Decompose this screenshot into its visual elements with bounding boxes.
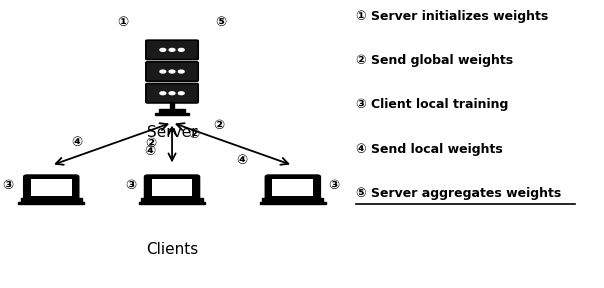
- Bar: [260, 202, 326, 204]
- Bar: [139, 202, 205, 204]
- Circle shape: [160, 48, 165, 51]
- Bar: [141, 198, 202, 203]
- Text: ④: ④: [144, 145, 156, 158]
- Text: ④: ④: [236, 154, 247, 167]
- Text: ② Send global weights: ② Send global weights: [356, 54, 513, 67]
- Circle shape: [160, 92, 165, 95]
- Text: ① Server initializes weights: ① Server initializes weights: [356, 10, 548, 23]
- Circle shape: [160, 70, 165, 73]
- Bar: [262, 198, 323, 203]
- Circle shape: [178, 92, 184, 95]
- Bar: [155, 113, 189, 115]
- Text: ②: ②: [213, 119, 224, 132]
- Text: Clients: Clients: [146, 242, 198, 257]
- Text: ②: ②: [188, 128, 199, 141]
- Text: ③: ③: [2, 179, 14, 192]
- Text: ④: ④: [71, 137, 83, 149]
- Bar: [152, 179, 193, 196]
- Text: ③: ③: [125, 179, 137, 192]
- Circle shape: [169, 92, 175, 95]
- Bar: [18, 202, 84, 204]
- Bar: [272, 179, 313, 196]
- Circle shape: [178, 70, 184, 73]
- FancyBboxPatch shape: [146, 40, 198, 60]
- Text: ①: ①: [118, 16, 129, 29]
- Circle shape: [169, 48, 175, 51]
- FancyBboxPatch shape: [146, 84, 198, 103]
- Text: Server: Server: [147, 126, 198, 141]
- Bar: [159, 109, 185, 113]
- FancyBboxPatch shape: [146, 62, 198, 81]
- Circle shape: [169, 70, 175, 73]
- Text: ③ Client local training: ③ Client local training: [356, 98, 509, 111]
- Circle shape: [178, 48, 184, 51]
- FancyBboxPatch shape: [266, 176, 320, 199]
- Text: ⑤: ⑤: [215, 16, 226, 29]
- FancyBboxPatch shape: [146, 176, 199, 199]
- Text: ③: ③: [329, 179, 340, 192]
- Bar: [170, 102, 175, 109]
- Text: ⑤ Server aggregates weights: ⑤ Server aggregates weights: [356, 187, 561, 200]
- Text: ②: ②: [146, 137, 156, 150]
- Bar: [21, 198, 82, 203]
- Text: ④ Send local weights: ④ Send local weights: [356, 143, 503, 156]
- FancyBboxPatch shape: [25, 176, 78, 199]
- Bar: [31, 179, 72, 196]
